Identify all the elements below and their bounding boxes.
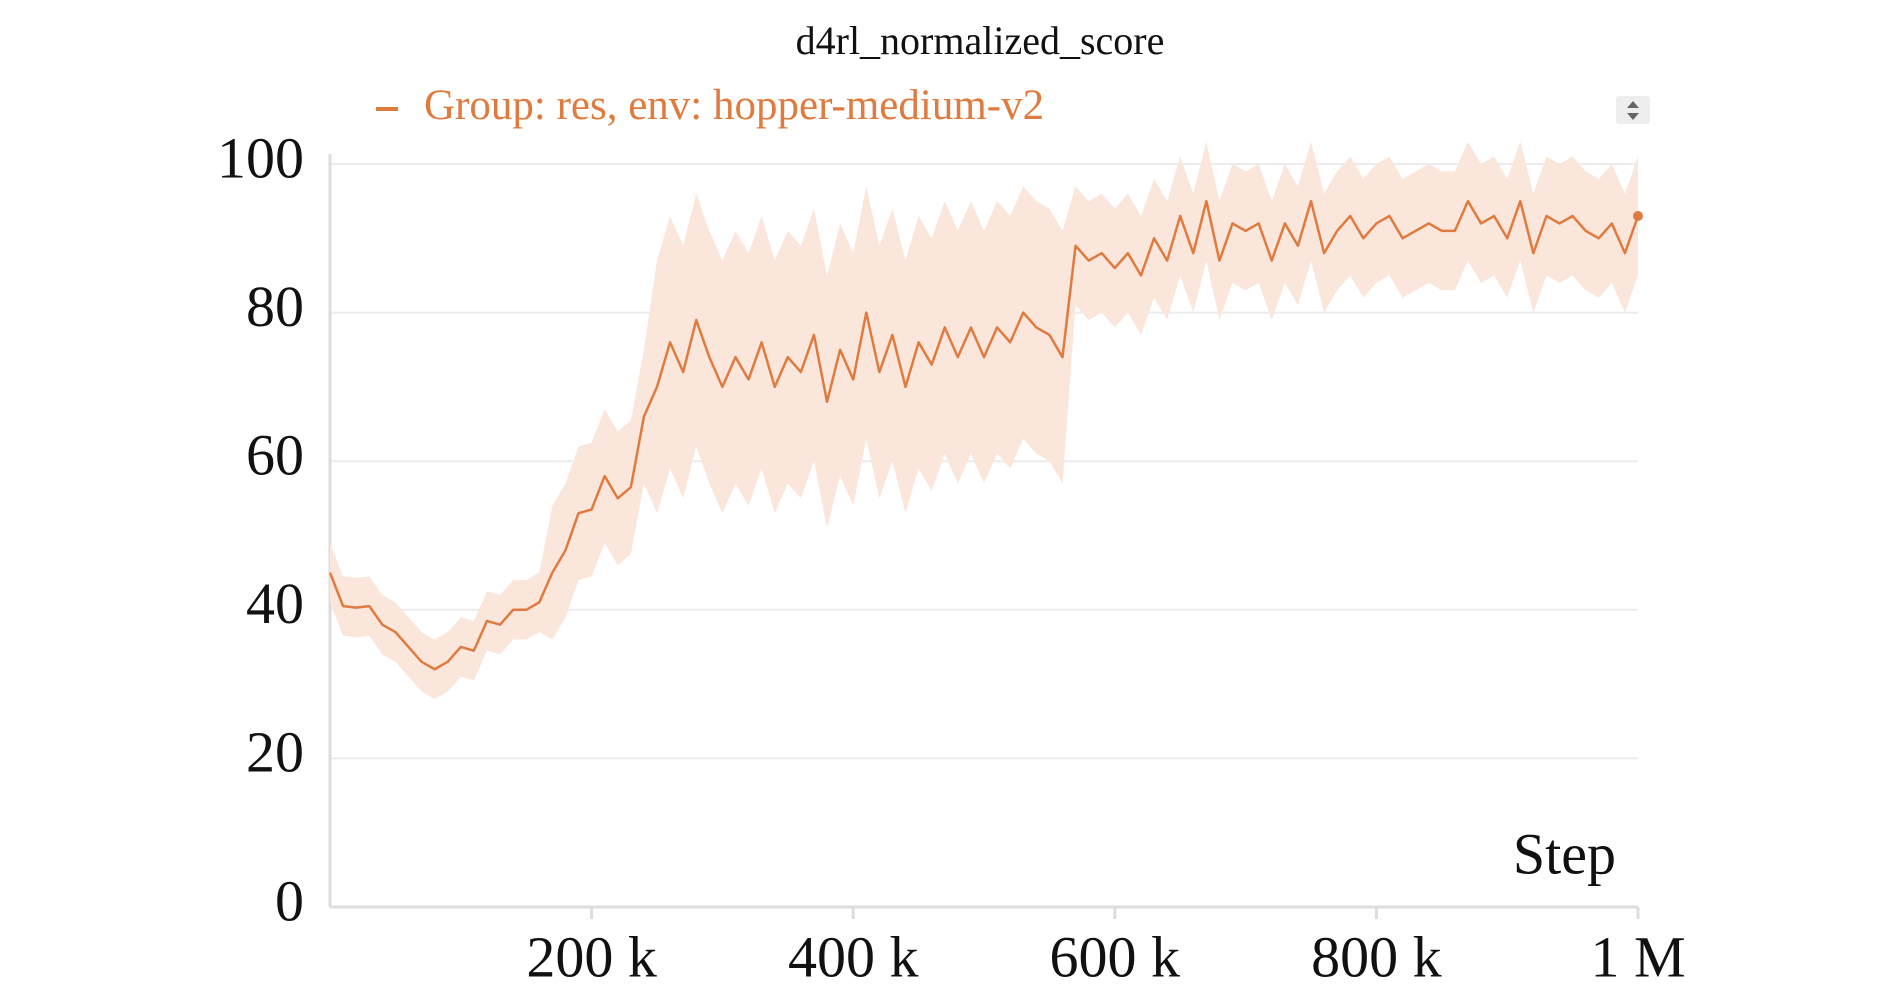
y-tick-label: 0: [275, 868, 304, 933]
y-tick-label: 20: [246, 720, 304, 785]
x-tick-label: 400 k: [788, 924, 919, 989]
legend-scroll[interactable]: [1616, 96, 1650, 124]
scroll-box[interactable]: [1616, 96, 1650, 124]
series-line: [328, 199, 1640, 671]
y-tick-label: 40: [246, 571, 304, 636]
x-tick-label: 1 M: [1590, 924, 1685, 989]
scroll-arrows: [1627, 101, 1639, 120]
y-tick-label: 60: [246, 423, 304, 488]
band-area: [330, 141, 1638, 699]
x-tick-label: 600 k: [1050, 924, 1181, 989]
end-point: [1633, 211, 1643, 222]
x-tick-label: 200 k: [526, 924, 657, 989]
x-axis-label: Step: [1513, 821, 1616, 886]
x-tick-label: 800 k: [1311, 924, 1442, 989]
chart-title: d4rl_normalized_score: [796, 18, 1165, 63]
y-tick-label: 80: [246, 274, 304, 339]
y-tick-label: 100: [217, 125, 304, 190]
legend-label: Group: res, env: hopper-medium-v2: [424, 82, 1044, 129]
